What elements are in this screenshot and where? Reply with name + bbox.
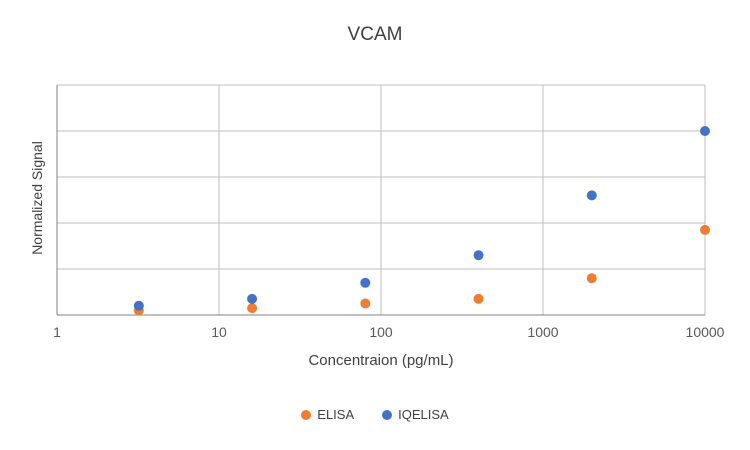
elisa-data-point	[360, 298, 371, 309]
x-axis-label: Concentraion (pg/mL)	[308, 352, 454, 369]
elisa-data-point	[700, 224, 710, 235]
iqelisa-data-point	[586, 190, 597, 201]
chart-title: VCAM	[347, 24, 403, 45]
iqelisa-data-point	[247, 293, 258, 304]
iqelisa-data-point	[700, 126, 710, 136]
x-tick-label: 100	[369, 324, 393, 340]
elisa-data-point	[586, 273, 597, 284]
y-axis-label: Normalized Signal	[29, 141, 45, 255]
x-tick-label: 10	[211, 324, 227, 340]
elisa-data-point	[473, 293, 484, 304]
iqelisa-data-point	[133, 300, 144, 311]
iqelisa-marker-icon	[382, 409, 393, 420]
iqelisa-data-point	[473, 250, 484, 261]
elisa-data-point	[247, 303, 258, 314]
legend-label-iqelisa: IQELISA	[398, 407, 449, 422]
legend-item-iqelisa: IQELISA	[382, 407, 449, 422]
x-tick-label: 10000	[686, 324, 725, 340]
iqelisa-data-point	[360, 277, 371, 288]
legend-label-elisa: ELISA	[317, 407, 355, 422]
x-tick-label: 1000	[527, 324, 558, 340]
elisa-marker-icon	[301, 409, 312, 420]
x-tick-label: 1	[53, 324, 61, 340]
legend: ELISA IQELISA	[0, 407, 750, 422]
legend-item-elisa: ELISA	[301, 407, 354, 422]
